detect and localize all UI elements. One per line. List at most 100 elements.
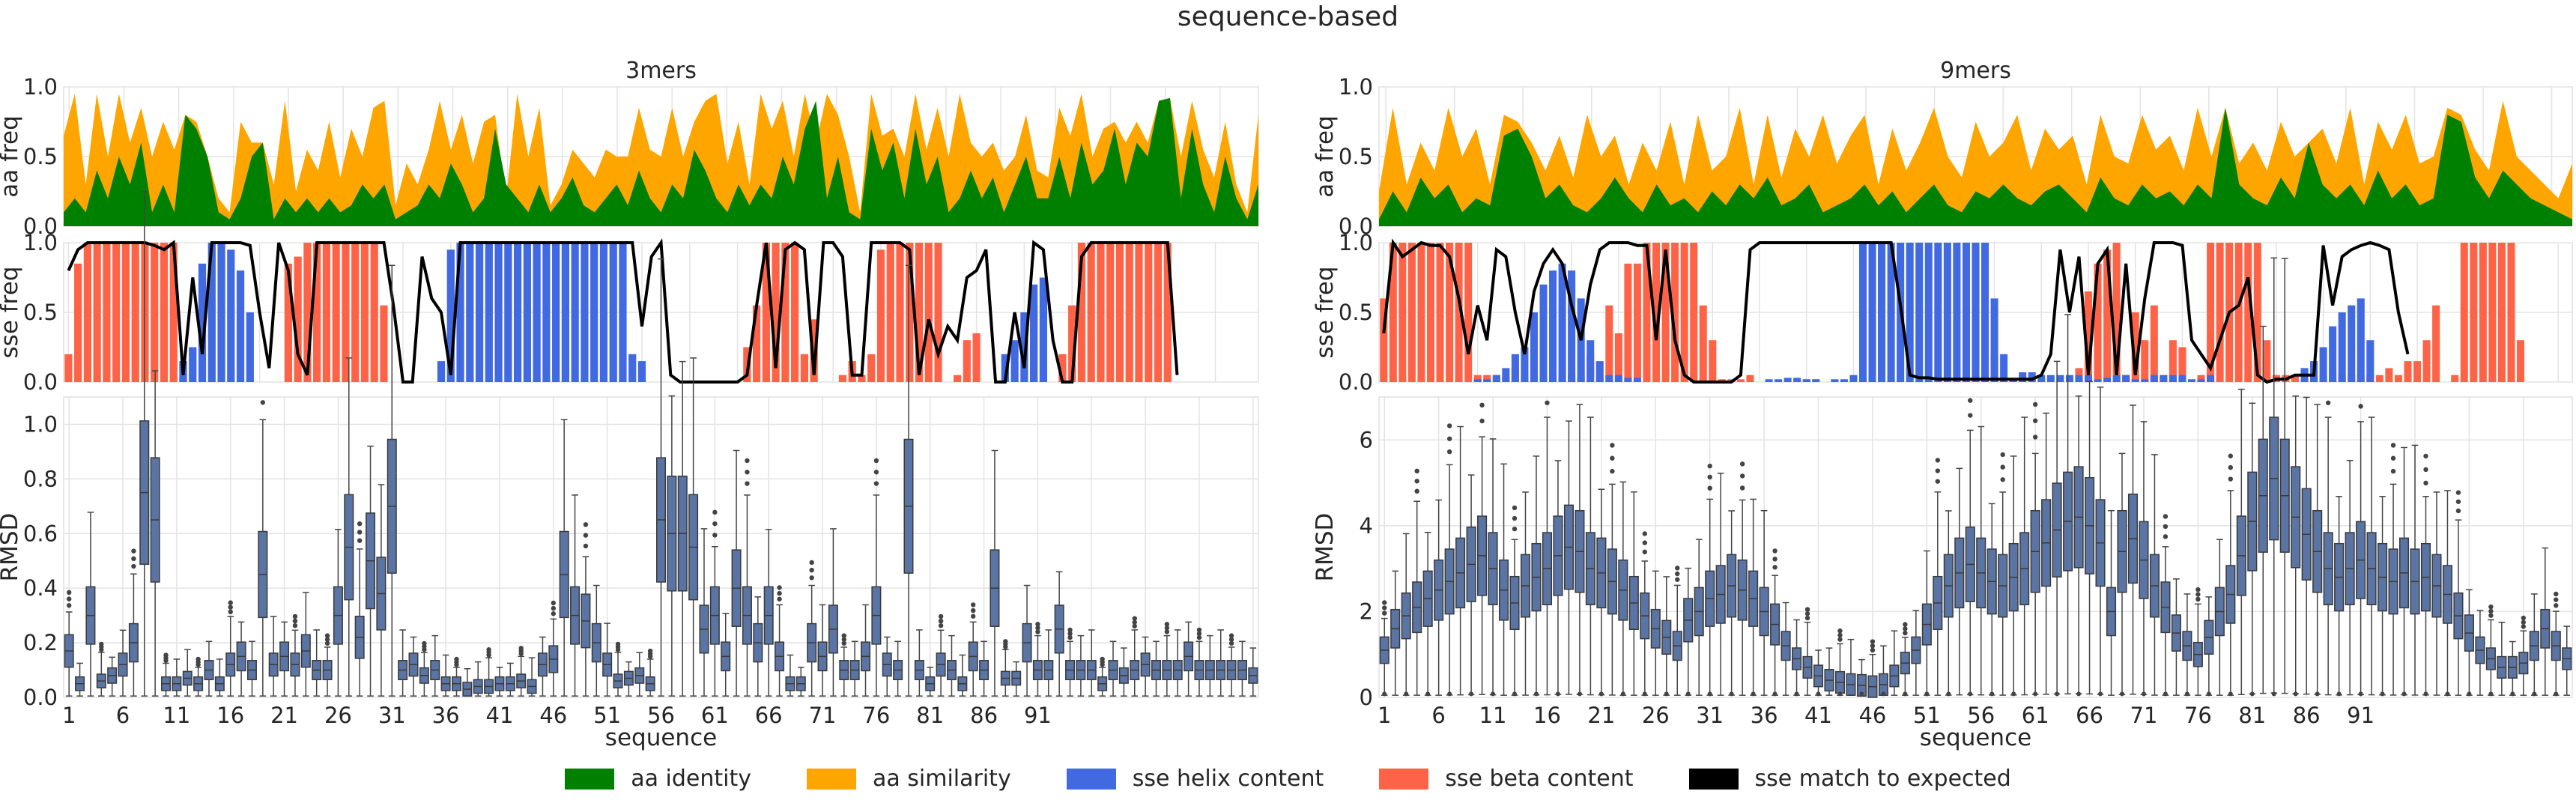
y-axis-label: sse freq (1312, 267, 1339, 359)
box-outlier (1685, 691, 1691, 697)
box-outlier (357, 538, 363, 543)
sse-helix-bar (475, 243, 484, 382)
box-outlier (1196, 631, 1202, 637)
box-outlier (2401, 691, 2407, 697)
box-outlier (873, 481, 879, 486)
sse-beta-bar (1426, 243, 1435, 382)
sse-beta-bar (1709, 340, 1717, 382)
box-outlier (2228, 464, 2234, 470)
box-outlier (1903, 622, 1908, 627)
sse-beta-bar (1417, 243, 1425, 382)
rmsd-box (1140, 636, 1151, 697)
rmsd-box (214, 658, 225, 697)
rmsd-box (1737, 461, 1748, 696)
box-outlier (647, 648, 653, 654)
box-outlier (1035, 622, 1040, 627)
rmsd-box (2464, 589, 2474, 697)
x-tick-label: 91 (1024, 703, 1052, 728)
rmsd-box (1824, 647, 1834, 696)
sse-beta-bar (1407, 243, 1416, 382)
x-tick-label: 61 (2022, 703, 2049, 728)
rmsd-box (2323, 400, 2333, 696)
rmsd-box (2507, 640, 2518, 697)
x-tick-label: 41 (486, 703, 514, 728)
box-outlier (841, 633, 846, 638)
sse-beta-bar (1699, 305, 1707, 382)
rmsd-box (182, 649, 193, 697)
box-outlier (2076, 691, 2082, 697)
rmsd-box (753, 596, 763, 697)
rmsd-box (2279, 258, 2290, 694)
box-outlier (551, 611, 557, 616)
box-outlier (1837, 637, 1843, 642)
box-outlier (1707, 691, 1712, 697)
x-tick-label: 71 (2130, 703, 2158, 728)
sse-helix-bar (1990, 298, 1998, 382)
box-outlier (2163, 534, 2169, 539)
box-outlier (2195, 592, 2201, 597)
sse-beta-bar (963, 340, 971, 382)
sse-beta-bar (2094, 263, 2102, 382)
sse-beta-bar (303, 243, 312, 382)
rmsd-box (2345, 460, 2355, 696)
sse-beta-bar (83, 243, 92, 382)
rmsd-box (807, 560, 817, 697)
sse-beta-bar (906, 243, 914, 382)
sse-beta-bar (2085, 291, 2093, 382)
box-outlier (2488, 604, 2494, 610)
rmsd-box (1184, 621, 1194, 697)
box-outlier (2271, 691, 2276, 697)
rmsd-box (559, 419, 569, 697)
rmsd-box (731, 449, 742, 697)
sse-helix-bar (2000, 354, 2008, 382)
sse-helix-bar (2319, 347, 2327, 382)
rmsd-box (2204, 596, 2214, 697)
box-outlier (1707, 485, 1712, 491)
box-outlier (292, 618, 298, 624)
box-outlier (99, 641, 104, 647)
box-outlier (2423, 480, 2428, 486)
rmsd-box (721, 613, 731, 697)
sse-helix-bar (1840, 379, 1848, 382)
sse-beta-bar (2216, 243, 2224, 382)
sse-helix-bar (1039, 277, 1048, 382)
sse-helix-bar (1906, 243, 1914, 382)
sse-helix-bar (1586, 340, 1595, 382)
y-tick-label: 0.5 (23, 144, 58, 169)
x-tick-label: 31 (378, 703, 406, 728)
rmsd-box (634, 652, 645, 697)
box-outlier (454, 656, 459, 662)
sse-beta-bar (2197, 375, 2205, 382)
box-outlier (1382, 600, 1387, 605)
rmsd-box (366, 445, 376, 697)
sse-helix-bar (1765, 379, 1773, 382)
box-outlier (324, 637, 330, 642)
rmsd-box (570, 494, 581, 697)
sse-helix-bar (628, 354, 637, 382)
legend-item-sse-match-to-expected: sse match to expected (1688, 766, 2011, 792)
rmsd-box (795, 667, 806, 697)
x-tick-label: 16 (1533, 703, 1561, 728)
y-tick-label: 0.0 (1339, 213, 1373, 239)
rmsd-box (1661, 576, 1672, 697)
sse-helix-bar (561, 243, 570, 382)
rmsd-box (2291, 395, 2301, 697)
y-tick-label: 0.0 (23, 685, 58, 710)
sse-helix-bar (1492, 375, 1500, 382)
rmsd-box (2540, 547, 2551, 696)
sse-helix-bar (2056, 375, 2064, 382)
box-outlier (486, 647, 491, 652)
rmsd-box (1151, 640, 1161, 697)
box-outlier (2445, 691, 2450, 697)
rmsd-box (990, 449, 1000, 697)
box-outlier (2293, 691, 2298, 697)
box-outlier (2000, 464, 2005, 470)
box-outlier (1414, 488, 1419, 494)
box-outlier (1164, 629, 1170, 634)
y-axis-label: aa freq (1312, 115, 1339, 198)
rmsd-box (742, 458, 752, 697)
legend-label: aa similarity (872, 766, 1011, 792)
rmsd-box (1976, 425, 1986, 696)
sse-beta-bar (313, 243, 321, 382)
rmsd-box (925, 667, 936, 697)
